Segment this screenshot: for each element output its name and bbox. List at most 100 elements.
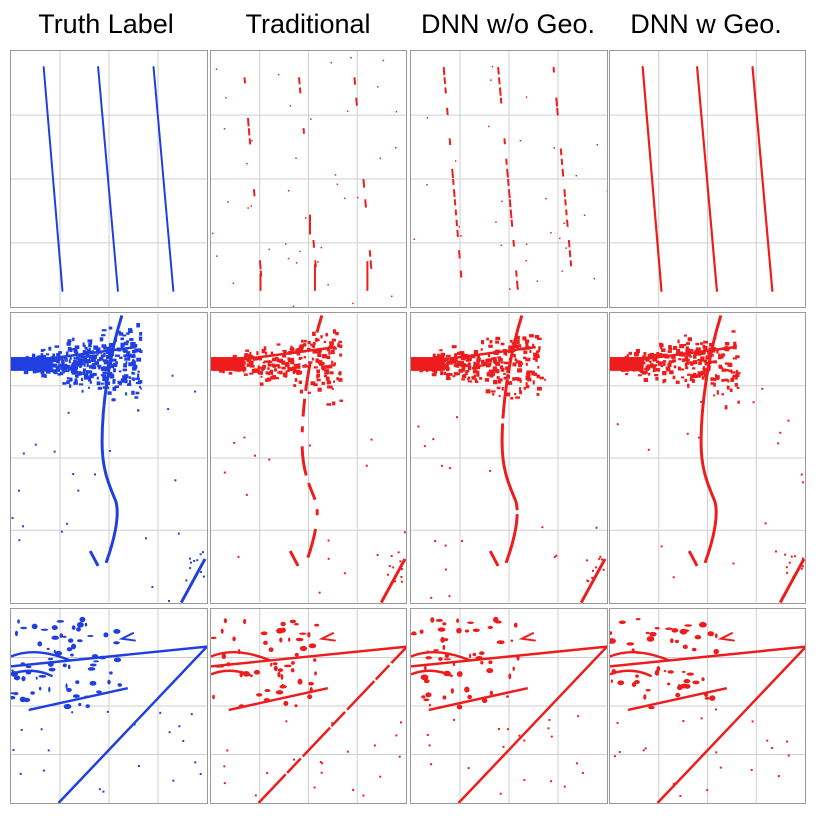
shower-hit <box>86 352 90 358</box>
noise-hit <box>350 57 352 59</box>
scatter-hit <box>553 555 556 558</box>
shower-hit <box>301 339 304 343</box>
shower-hit <box>249 372 254 375</box>
noise-hit <box>488 125 490 128</box>
noise-hit <box>250 205 253 207</box>
shower-hit <box>727 379 730 383</box>
shower-hit <box>448 373 453 376</box>
noise-hit <box>225 96 227 99</box>
shower-hit <box>337 343 340 348</box>
blob-hit <box>701 677 705 682</box>
scatter-hit <box>751 720 754 723</box>
shower-hit <box>475 366 481 370</box>
shower-hit <box>243 373 248 376</box>
shower-hit <box>67 368 71 371</box>
blob-hit <box>670 638 674 644</box>
curved-track <box>100 315 124 564</box>
track-group <box>641 66 774 292</box>
blob-hit <box>487 625 494 630</box>
shower-hit <box>82 371 86 375</box>
blob-hit <box>280 673 284 680</box>
shower-hit <box>662 370 667 376</box>
scatter-hit <box>20 728 23 731</box>
shower-hit <box>455 372 461 376</box>
shower-hit <box>295 365 301 369</box>
corner-hit <box>788 561 791 564</box>
scatter-hit <box>461 539 464 542</box>
shower-hit <box>695 347 701 352</box>
scatter-hit <box>376 553 379 556</box>
noise-hit <box>287 257 290 260</box>
scatter-hit <box>260 375 263 378</box>
scatter-hit <box>499 792 502 795</box>
blob-hit <box>308 643 317 649</box>
blob-hit <box>30 691 35 695</box>
shower-hit <box>655 377 659 381</box>
blob-hit <box>264 689 271 693</box>
shower-hit <box>293 384 297 388</box>
blob-hit <box>411 631 417 636</box>
shower-hit <box>302 343 307 347</box>
event-group <box>411 315 607 603</box>
blob-hit <box>75 680 80 685</box>
shower-hit <box>512 362 517 367</box>
shower-hit <box>731 330 736 333</box>
panel-shower-with-diagonal-tracks-traditional <box>210 608 407 804</box>
blob-hit <box>117 683 123 687</box>
panel-shower-with-diagonal-tracks-dnn-with-geo <box>609 608 806 804</box>
shower-hit <box>288 367 293 371</box>
shower-hit <box>643 371 648 374</box>
corner-hit <box>793 555 796 558</box>
shower-hit <box>110 365 115 369</box>
event-display <box>411 51 607 307</box>
blob-hit <box>456 627 462 634</box>
shower-hit <box>275 377 280 380</box>
shower-hit <box>312 350 318 354</box>
shower-hit <box>113 378 116 382</box>
grid-lines <box>11 609 207 803</box>
shower-hit <box>320 335 323 339</box>
shower-hit <box>258 356 263 361</box>
blob-hit <box>212 694 215 700</box>
scatter-hit <box>800 473 803 476</box>
scatter-hit <box>706 789 709 792</box>
track-fragment <box>247 128 251 136</box>
shower-hit <box>524 339 530 344</box>
shower-hit <box>125 392 128 396</box>
blob-hit <box>232 636 236 642</box>
track-fragment <box>446 107 449 116</box>
shower-axis <box>30 345 136 363</box>
noise-hit <box>550 231 552 234</box>
noise-hit <box>583 214 586 217</box>
shower-hit <box>529 349 532 353</box>
scatter-hit <box>732 562 735 565</box>
shower-hit <box>518 344 522 348</box>
shower-hit <box>110 343 113 348</box>
scatter-hit <box>77 489 80 492</box>
shower-hit <box>440 352 446 357</box>
noise-hit <box>458 226 461 228</box>
scatter-hit <box>199 773 202 776</box>
column-header-truth-label: Truth Label <box>38 9 174 39</box>
blob-hit <box>277 668 284 673</box>
shower-hit <box>267 367 270 370</box>
track-fragment <box>498 87 502 96</box>
blob-hit <box>423 698 430 702</box>
shower-hit <box>321 381 325 385</box>
shower-hit <box>263 346 267 351</box>
track-fragment <box>510 219 514 227</box>
blob-hit <box>279 684 287 689</box>
blob-hit <box>37 641 43 647</box>
blob-hit <box>313 658 317 662</box>
shower-hit <box>305 365 310 368</box>
blob-hit <box>11 669 14 672</box>
scatter-hit <box>138 764 140 767</box>
shower-hit <box>338 340 342 344</box>
blob-hit <box>307 631 311 638</box>
blob-hit <box>464 629 470 633</box>
shower-hit <box>294 369 300 373</box>
blob-hit <box>103 632 109 638</box>
corner-hit <box>189 567 192 570</box>
blob-hit <box>464 686 470 693</box>
shower-hit <box>64 369 70 373</box>
